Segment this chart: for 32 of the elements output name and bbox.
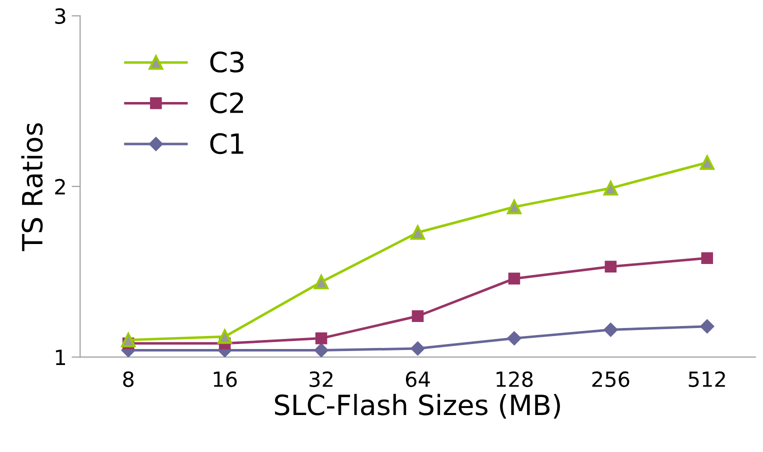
y-tick-label: 3 [55,8,66,24]
point [315,332,328,344]
y-axis-title: TS Ratios [21,123,43,252]
point [701,252,714,264]
point [604,322,618,337]
point [700,155,714,170]
x-tick-label: 128 [496,371,533,388]
point [507,331,522,346]
x-tick-label: 256 [592,371,630,388]
point [218,329,232,344]
x-tick-label: 8 [123,371,134,388]
point [121,332,136,348]
legend-label: C1 [210,133,244,154]
y-tick-label: 2 [55,178,65,194]
point [410,225,426,240]
point [508,272,520,284]
x-tick-label: 16 [214,371,237,388]
point [412,310,424,322]
y-tick-label: 1 [56,350,65,365]
point [314,274,329,290]
point [410,342,425,356]
point [603,180,618,196]
x-tick-label: 512 [688,371,725,388]
legend-label: C3 [210,52,244,73]
x-tick-label: 32 [310,371,332,388]
x-axis-title: SLC-Flash Sizes (MB) [274,394,560,419]
point [700,319,714,334]
point [506,200,522,214]
point [314,343,328,358]
x-tick-label: 64 [406,371,430,388]
point [604,260,617,273]
legend-label: C2 [210,92,243,114]
